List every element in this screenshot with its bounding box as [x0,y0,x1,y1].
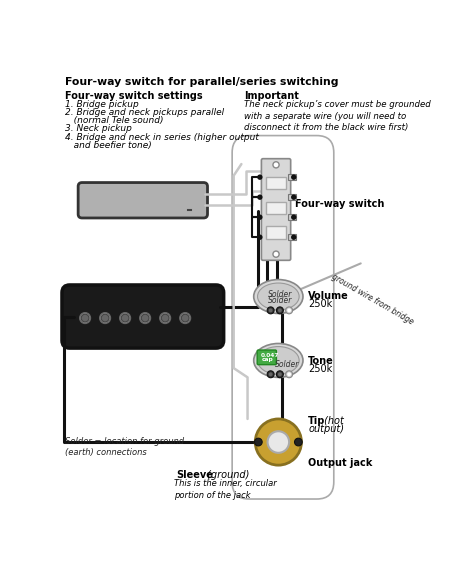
Circle shape [121,314,129,322]
Circle shape [278,309,282,312]
Bar [288,234,296,240]
Ellipse shape [257,347,299,375]
Circle shape [81,314,89,322]
FancyBboxPatch shape [261,159,291,260]
Text: Tip: Tip [309,416,326,426]
Circle shape [286,371,292,378]
Ellipse shape [257,283,299,310]
Text: (ground): (ground) [204,470,249,480]
Circle shape [269,309,273,312]
Bar [266,227,286,239]
Text: Sleeve: Sleeve [176,470,213,480]
Circle shape [80,313,91,324]
Circle shape [257,235,263,240]
Circle shape [273,162,279,168]
Circle shape [269,372,273,376]
Circle shape [276,307,283,314]
Circle shape [294,438,302,446]
Circle shape [291,175,296,180]
Circle shape [287,309,291,312]
Text: Volume: Volume [309,291,349,301]
Circle shape [257,194,263,200]
Text: Four-way switch for parallel/series switching: Four-way switch for parallel/series swit… [65,77,338,87]
Circle shape [276,371,283,378]
Circle shape [286,307,292,314]
Text: 3. Neck pickup: 3. Neck pickup [65,124,132,134]
Circle shape [160,313,171,324]
FancyBboxPatch shape [78,183,208,218]
Text: 1. Bridge pickup: 1. Bridge pickup [65,100,139,109]
Text: (normal Tele sound): (normal Tele sound) [65,116,164,125]
Bar [288,174,296,180]
Circle shape [120,313,130,324]
Bar [266,202,286,214]
Circle shape [267,431,289,453]
Circle shape [101,314,109,322]
Circle shape [291,214,296,220]
Circle shape [291,235,296,240]
Circle shape [182,314,189,322]
Text: Solder = location for ground
(earth) connections: Solder = location for ground (earth) con… [65,438,184,457]
Circle shape [141,314,149,322]
Text: 250k: 250k [309,299,333,309]
Circle shape [291,194,296,200]
Ellipse shape [254,280,303,313]
Circle shape [287,372,291,376]
Bar [266,177,286,190]
Text: Solder: Solder [274,361,299,369]
Text: cap: cap [262,357,274,362]
FancyBboxPatch shape [257,350,276,365]
Text: 4. Bridge and neck in series (higher output: 4. Bridge and neck in series (higher out… [65,132,259,142]
Text: ground wire from bridge: ground wire from bridge [330,272,415,326]
Bar [288,214,296,220]
Circle shape [278,372,282,376]
Circle shape [255,419,301,465]
Text: Solder: Solder [267,296,292,305]
FancyBboxPatch shape [62,285,224,348]
Text: output): output) [309,424,345,434]
Text: and beefier tone): and beefier tone) [65,140,152,150]
Text: Important: Important [244,91,299,101]
Ellipse shape [254,343,303,377]
Circle shape [100,313,110,324]
Text: 0.047: 0.047 [261,353,279,358]
Circle shape [257,214,263,220]
Circle shape [161,314,169,322]
Bar [288,194,296,200]
Text: 2. Bridge and neck pickups parallel: 2. Bridge and neck pickups parallel [65,108,224,117]
Text: The neck pickup’s cover must be grounded
with a separate wire (you will need to
: The neck pickup’s cover must be grounded… [244,100,430,132]
Circle shape [267,307,274,314]
Circle shape [273,251,279,257]
Circle shape [267,371,274,378]
Circle shape [257,175,263,180]
Circle shape [180,313,191,324]
Text: Four-way switch: Four-way switch [295,199,385,209]
Text: Tone: Tone [309,356,334,366]
Text: Four-way switch settings: Four-way switch settings [65,91,203,101]
Circle shape [255,438,262,446]
Circle shape [140,313,151,324]
Text: Output jack: Output jack [309,458,373,468]
Text: This is the inner, circular
portion of the jack: This is the inner, circular portion of t… [174,479,277,500]
Text: 250k: 250k [309,364,333,373]
Text: (hot: (hot [321,416,344,426]
Text: Solder: Solder [267,290,292,299]
